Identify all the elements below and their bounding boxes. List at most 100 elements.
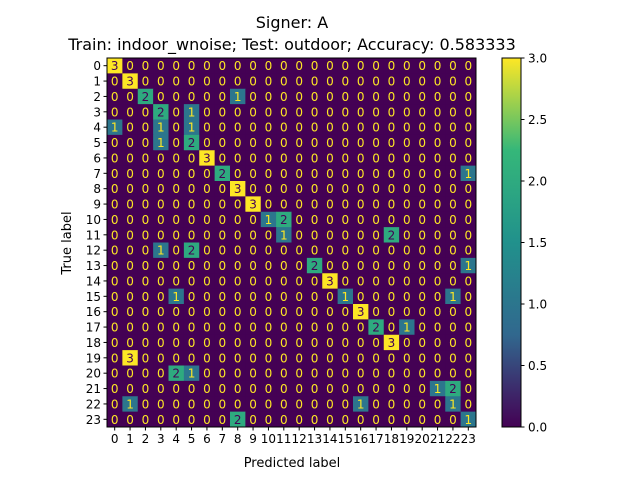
heatmap-cell [214,350,231,366]
cell-value-label: 0 [280,244,288,258]
cell-value-label: 0 [280,382,288,396]
heatmap-cell [383,396,400,413]
cell-value-label: 0 [326,167,334,181]
y-tick-label: 8 [93,182,101,196]
cell-value-label: 0 [188,290,196,304]
cell-value-label: 0 [111,336,119,350]
cell-value-label: 0 [126,59,134,73]
heatmap-cell [230,350,246,366]
heatmap-cell [122,211,139,228]
cell-value-label: 0 [280,321,288,335]
cell-value-label: 0 [434,397,442,411]
heatmap-cell [368,273,385,290]
cell-value-label: 0 [126,321,134,335]
y-tick-label: 18 [86,336,101,350]
heatmap-cell [383,257,400,274]
heatmap-cell [168,104,185,120]
heatmap-cell [260,227,277,243]
heatmap-cell [137,288,154,305]
cell-value-label: 0 [403,274,411,288]
cell-value-label: 0 [234,167,242,181]
heatmap-cell [122,150,139,167]
cell-value-label: 0 [234,274,242,288]
cell-value-label: 0 [280,59,288,73]
cell-value-label: 0 [326,59,334,73]
cell-value-label: 0 [418,213,426,227]
heatmap-cell [353,165,369,182]
cell-value-label: 0 [111,382,119,396]
heatmap-cell [107,165,123,182]
cell-value-label: 0 [326,382,334,396]
cell-value-label: 0 [403,351,411,365]
heatmap-cell [322,396,339,413]
cell-value-label: 0 [388,397,396,411]
heatmap-cell [230,380,246,397]
cell-value-label: 0 [265,90,273,104]
heatmap-cell [368,119,385,136]
cell-value-label: 0 [311,290,319,304]
heatmap-cell [429,181,446,197]
cell-value-label: 0 [234,336,242,350]
cell-value-label: 0 [434,75,442,89]
heatmap-cell [230,334,246,351]
cell-value-label: 0 [357,59,365,73]
heatmap-cell [429,88,446,105]
heatmap-cell [383,350,400,366]
heatmap-cell [276,211,292,228]
heatmap-cell [276,196,292,213]
cell-value-label: 0 [341,259,349,273]
heatmap-cell [183,73,200,90]
heatmap-cell [399,181,415,197]
heatmap-cell [276,104,292,120]
heatmap-cell [107,365,123,382]
heatmap-cell [107,227,123,243]
cell-value-label: 0 [357,121,365,135]
heatmap-cell [214,73,231,90]
cell-value-label: 0 [326,136,334,150]
heatmap-cell [306,181,323,197]
heatmap-cell [122,165,139,182]
heatmap-cell [276,150,292,167]
colorbar-tick-label: 0.0 [528,421,547,435]
cell-value-label: 0 [234,305,242,319]
x-tick-label: 19 [399,432,414,446]
cell-value-label: 0 [203,397,211,411]
cell-value-label: 0 [234,397,242,411]
heatmap-cell [183,88,200,105]
y-axis-label: True label [60,211,75,275]
cell-value-label: 0 [172,228,180,242]
heatmap-cell [306,73,323,90]
heatmap-cell [214,242,231,259]
cell-value-label: 0 [203,382,211,396]
heatmap-cell [153,119,169,136]
cell-value-label: 0 [203,259,211,273]
heatmap-cell [199,396,216,413]
heatmap-cell [429,150,446,167]
heatmap-cell [399,288,415,305]
heatmap-cell [368,165,385,182]
cell-value-label: 0 [372,244,380,258]
cell-value-label: 0 [188,228,196,242]
heatmap-cell [107,181,123,197]
heatmap-cell [260,150,277,167]
cell-value-label: 0 [341,136,349,150]
heatmap-cell [291,242,308,259]
heatmap-cell [260,165,277,182]
heatmap-cell [137,380,154,397]
heatmap-cell [322,88,339,105]
cell-value-label: 0 [403,228,411,242]
y-tick-label: 3 [93,105,101,119]
y-tick-label: 13 [86,259,101,273]
cell-value-label: 0 [249,105,257,119]
heatmap-cell [337,165,354,182]
cell-value-label: 0 [295,136,303,150]
cell-value-label: 0 [311,182,319,196]
cell-value-label: 0 [403,244,411,258]
heatmap-cell [368,411,385,428]
cell-value-label: 0 [234,75,242,89]
cell-value-label: 0 [295,228,303,242]
heatmap-cell [199,411,216,428]
x-tick-label: 4 [172,432,180,446]
heatmap-cell [153,319,169,336]
heatmap-cell [214,288,231,305]
